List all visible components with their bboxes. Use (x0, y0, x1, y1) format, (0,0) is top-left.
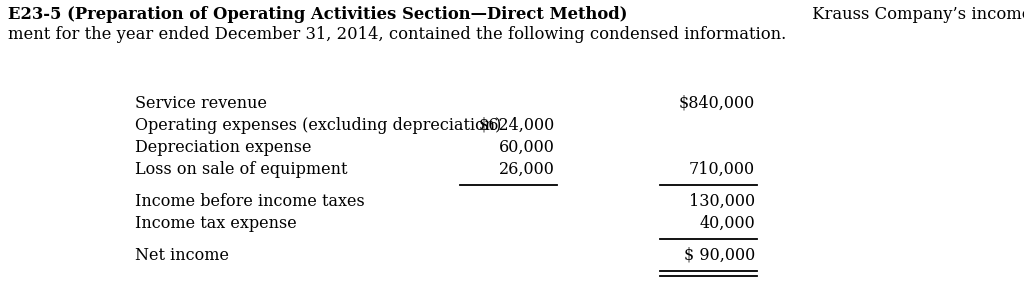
Text: $ 90,000: $ 90,000 (684, 247, 755, 264)
Text: 710,000: 710,000 (689, 161, 755, 178)
Text: Operating expenses (excluding depreciation): Operating expenses (excluding depreciati… (135, 117, 502, 134)
Text: Service revenue: Service revenue (135, 95, 267, 112)
Text: E23-5 (Preparation of Operating Activities Section—Direct Method): E23-5 (Preparation of Operating Activiti… (8, 6, 628, 23)
Text: $624,000: $624,000 (479, 117, 555, 134)
Text: Income before income taxes: Income before income taxes (135, 193, 365, 210)
Text: $840,000: $840,000 (679, 95, 755, 112)
Text: ment for the year ended December 31, 2014, contained the following condensed inf: ment for the year ended December 31, 201… (8, 26, 786, 43)
Text: 60,000: 60,000 (499, 139, 555, 156)
Text: Income tax expense: Income tax expense (135, 215, 297, 232)
Text: Depreciation expense: Depreciation expense (135, 139, 311, 156)
Text: Loss on sale of equipment: Loss on sale of equipment (135, 161, 347, 178)
Text: 130,000: 130,000 (689, 193, 755, 210)
Text: Net income: Net income (135, 247, 229, 264)
Text: 40,000: 40,000 (699, 215, 755, 232)
Text: 26,000: 26,000 (499, 161, 555, 178)
Text: Krauss Company’s income state-: Krauss Company’s income state- (807, 6, 1024, 23)
